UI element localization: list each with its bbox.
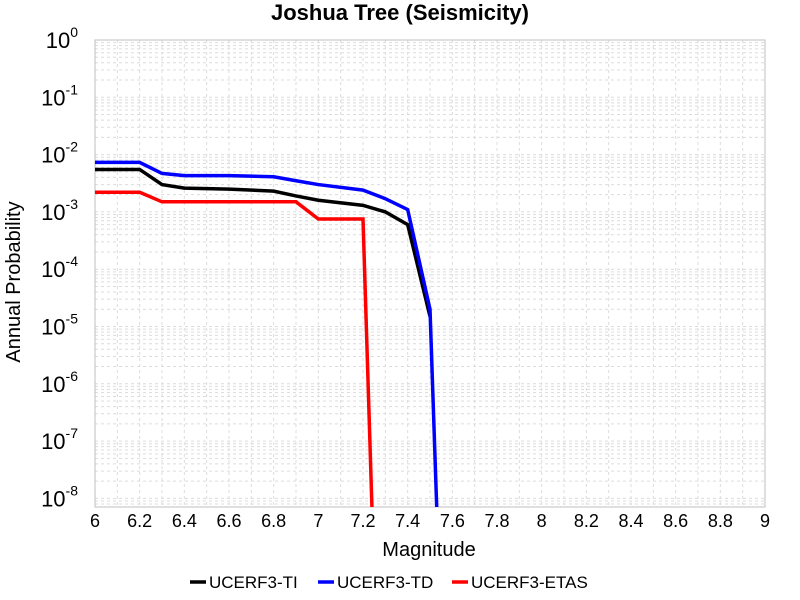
grid <box>94 39 766 507</box>
x-tick-label: 7.2 <box>350 511 375 531</box>
x-tick-label: 8.8 <box>708 511 733 531</box>
y-tick-labels: 100 10-1 10-2 10-3 10-4 10-5 10-6 10-7 10-8 <box>41 24 78 511</box>
y-tick-label: 10-7 <box>41 425 78 454</box>
x-tick-label: 6.8 <box>261 511 286 531</box>
y-tick-label: 10-6 <box>41 368 78 397</box>
y-tick-label: 10-4 <box>41 253 78 282</box>
x-tick-label: 6.6 <box>216 511 241 531</box>
x-tick-label: 6 <box>90 511 100 531</box>
x-tick-label: 9 <box>760 511 770 531</box>
x-tick-label: 8.6 <box>663 511 688 531</box>
x-tick-label: 7.4 <box>395 511 420 531</box>
y-tick-label: 100 <box>46 24 78 53</box>
series-lines <box>95 160 439 508</box>
series-line-ucerf3-td <box>95 160 439 508</box>
x-tick-label: 8 <box>537 511 547 531</box>
x-tick-label: 7.8 <box>484 511 509 531</box>
plot-area <box>94 39 766 508</box>
chart-title: Joshua Tree (Seismicity) <box>271 0 529 25</box>
x-tick-label: 6.4 <box>172 511 197 531</box>
y-tick-label: 10-3 <box>41 196 78 225</box>
x-tick-label: 7 <box>313 511 323 531</box>
y-tick-label: 10-8 <box>41 482 78 511</box>
x-tick-label: 6.2 <box>127 511 152 531</box>
legend-label: UCERF3-TD <box>337 573 433 592</box>
x-tick-label: 8.2 <box>574 511 599 531</box>
y-tick-label: 10-2 <box>41 139 78 168</box>
x-tick-label: 7.6 <box>440 511 465 531</box>
legend-label: UCERF3-ETAS <box>471 573 588 592</box>
y-axis-label: Annual Probability <box>3 201 25 362</box>
x-tick-label: 8.4 <box>618 511 643 531</box>
y-tick-label: 10-5 <box>41 311 78 340</box>
y-tick-label: 10-1 <box>41 81 78 110</box>
x-axis-label: Magnitude <box>382 539 475 561</box>
series-line-ucerf3-etas <box>95 190 374 508</box>
legend-label: UCERF3-TI <box>209 573 298 592</box>
series-line-ucerf3-ti <box>95 167 432 317</box>
legend: UCERF3-TI UCERF3-TD UCERF3-ETAS <box>190 573 588 592</box>
x-tick-labels: 6 6.2 6.4 6.6 6.8 7 7.2 7.4 7.6 7.8 8 8.2 8.4 8.6 8.8 9 <box>90 511 770 531</box>
